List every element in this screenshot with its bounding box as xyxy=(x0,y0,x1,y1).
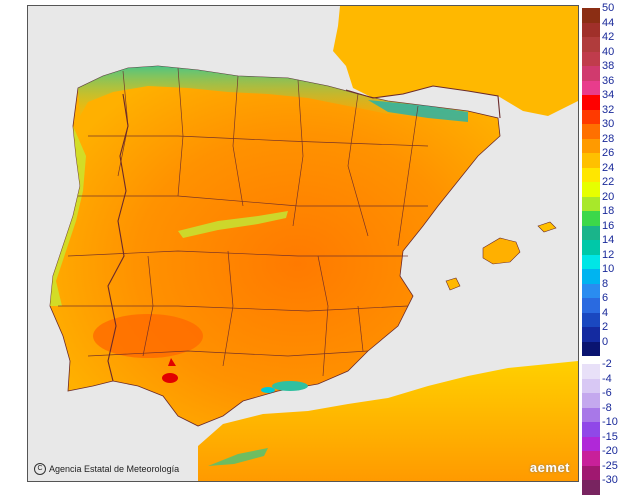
legend-separator xyxy=(582,356,600,362)
west-coast-band xyxy=(50,126,86,306)
legend-label-positive-3: 40 xyxy=(602,45,615,58)
legend-swatch-negative-5 xyxy=(582,436,600,452)
legend-label-positive-22: 2 xyxy=(602,321,609,333)
map-canvas xyxy=(49,6,578,481)
legend-label-positive-23: 0 xyxy=(602,335,609,348)
legend-label-positive-6: 34 xyxy=(602,89,615,101)
legend-swatch-positive-22 xyxy=(582,327,600,342)
central-system-cool xyxy=(178,211,288,238)
credit-text: Agencia Estatal de Meteorología xyxy=(49,464,180,474)
legend-swatch-positive-0 xyxy=(582,8,600,23)
france-border xyxy=(345,85,501,119)
legend-label-positive-2: 42 xyxy=(602,31,615,43)
legend-swatch-positive-3 xyxy=(582,51,600,67)
legend-label-positive-10: 26 xyxy=(602,147,615,159)
credit-line: C Agencia Estatal de Meteorología xyxy=(34,463,179,475)
legend-label-positive-5: 36 xyxy=(602,74,615,87)
legend-label-positive-9: 28 xyxy=(602,132,615,145)
legend-swatch-negative-4 xyxy=(582,422,600,437)
legend-label-positive-4: 38 xyxy=(602,60,615,72)
legend-swatch-negative-1 xyxy=(582,378,600,394)
legend-swatch-positive-11 xyxy=(582,167,600,183)
legend-label-positive-20: 6 xyxy=(602,292,609,304)
legend-label-negative-0: -2 xyxy=(602,358,612,370)
legend-swatch-positive-5 xyxy=(582,80,600,96)
north-cool-band xyxy=(78,66,468,124)
pyrenees-cool xyxy=(368,100,468,122)
legend-swatch-positive-15 xyxy=(582,225,600,241)
legend-swatch-positive-1 xyxy=(582,22,600,38)
legend-label-positive-18: 10 xyxy=(602,263,615,275)
legend-swatch-positive-7 xyxy=(582,109,600,125)
legend-label-positive-1: 44 xyxy=(602,16,615,29)
legend-swatch-positive-16 xyxy=(582,240,600,255)
legend-swatch-positive-8 xyxy=(582,124,600,139)
iberia-land xyxy=(49,65,501,427)
legend-swatch-positive-13 xyxy=(582,196,600,212)
legend-label-negative-3: -8 xyxy=(602,401,612,414)
legend-label-positive-21: 4 xyxy=(602,306,609,319)
ibiza-island xyxy=(445,277,461,291)
legend-swatch-positive-9 xyxy=(582,138,600,154)
legend-label-positive-8: 30 xyxy=(602,118,615,130)
copyright-icon: C xyxy=(34,463,46,475)
legend-label-positive-13: 20 xyxy=(602,190,615,203)
aemet-logo: aemet xyxy=(529,460,570,475)
hot-spot-small xyxy=(168,358,176,366)
legend-swatch-positive-14 xyxy=(582,211,600,226)
sierra-cool xyxy=(272,381,308,391)
legend-label-negative-4: -10 xyxy=(602,416,618,428)
legend-swatch-negative-3 xyxy=(582,407,600,423)
legend-label-negative-6: -20 xyxy=(602,445,618,457)
legend-swatch-positive-23 xyxy=(582,341,600,357)
africa-land xyxy=(198,361,578,481)
legend-label-positive-12: 22 xyxy=(602,176,615,188)
legend-label-negative-7: -25 xyxy=(602,459,618,472)
mallorca-island xyxy=(482,237,521,265)
hot-spot xyxy=(162,373,178,383)
legend-label-positive-7: 32 xyxy=(602,103,615,116)
legend-swatch-positive-10 xyxy=(582,153,600,168)
legend-label-negative-5: -15 xyxy=(602,430,618,443)
france-land xyxy=(333,6,578,116)
legend-swatch-positive-18 xyxy=(582,269,600,284)
legend-label-positive-14: 18 xyxy=(602,205,615,217)
legend-swatch-positive-17 xyxy=(582,254,600,270)
legend-swatch-positive-6 xyxy=(582,95,600,110)
legend-label-positive-17: 12 xyxy=(602,248,615,261)
africa-cool xyxy=(208,448,268,466)
legend-label-positive-0: 50 xyxy=(602,2,615,14)
legend-swatch-positive-2 xyxy=(582,37,600,52)
legend-swatch-positive-21 xyxy=(582,312,600,328)
legend-swatch-negative-6 xyxy=(582,451,600,466)
legend-swatch-positive-4 xyxy=(582,66,600,81)
color-legend: 50 44 42 40 38 36 34 32 30 28 26 24 22 20 18 16 14 12 10 8 6… xyxy=(582,3,630,495)
legend-swatch-negative-2 xyxy=(582,393,600,408)
legend-swatch-negative-0 xyxy=(582,364,600,379)
legend-label-negative-1: -4 xyxy=(602,372,612,385)
legend-label-negative-8: -30 xyxy=(602,474,618,486)
legend-swatch-negative-8 xyxy=(582,480,600,495)
guadalquivir-hot xyxy=(93,314,203,358)
legend-label-positive-11: 24 xyxy=(602,161,615,174)
legend-label-positive-15: 16 xyxy=(602,219,615,232)
legend-swatch-positive-19 xyxy=(582,283,600,299)
province-borders xyxy=(58,67,429,377)
legend-label-negative-2: -6 xyxy=(602,387,612,399)
menorca-island xyxy=(537,221,557,233)
legend-swatch-positive-20 xyxy=(582,298,600,313)
temperature-map: C Agencia Estatal de Meteorología aemet xyxy=(27,5,579,482)
legend-label-positive-19: 8 xyxy=(602,277,609,290)
portugal-border xyxy=(107,93,129,382)
legend-label-positive-16: 14 xyxy=(602,234,615,246)
sierra-cool-2 xyxy=(261,387,275,393)
legend-swatch-positive-12 xyxy=(582,182,600,197)
legend-swatch-negative-7 xyxy=(582,465,600,481)
